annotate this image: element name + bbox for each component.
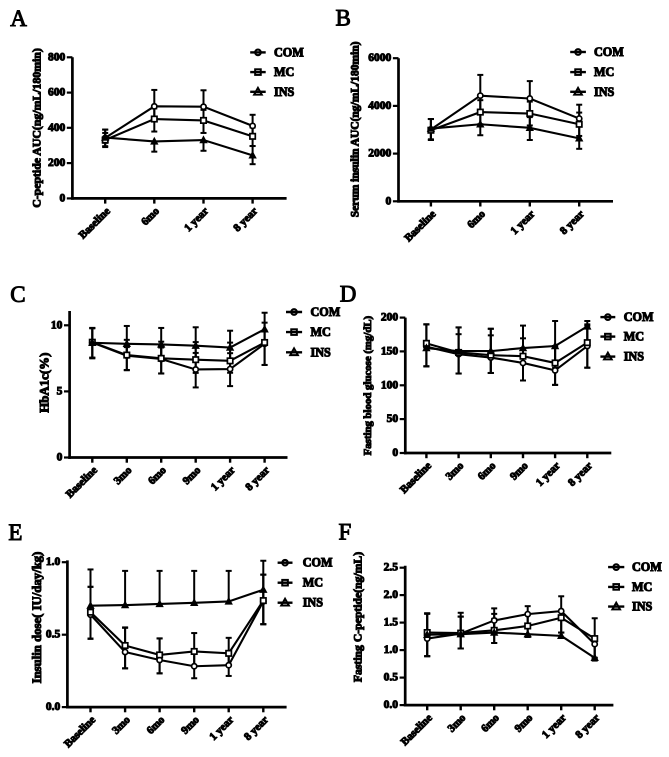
svg-text:3mo: 3mo xyxy=(443,459,466,482)
svg-text:Baseline: Baseline xyxy=(399,712,435,748)
svg-text:Baseline: Baseline xyxy=(402,208,438,244)
svg-text:6000: 6000 xyxy=(368,52,391,64)
svg-text:8 year: 8 year xyxy=(566,460,595,489)
svg-text:9mo: 9mo xyxy=(508,459,531,482)
svg-text:0: 0 xyxy=(59,192,65,204)
svg-text:Fasting C-peptide(ng/mL): Fasting C-peptide(ng/mL) xyxy=(352,552,365,682)
svg-text:E: E xyxy=(8,520,22,545)
svg-text:0.5: 0.5 xyxy=(46,629,61,641)
svg-text:400: 400 xyxy=(48,122,66,134)
svg-text:10: 10 xyxy=(51,319,63,331)
svg-text:MC: MC xyxy=(624,330,644,344)
svg-text:Baseline: Baseline xyxy=(64,464,100,500)
svg-text:1 year: 1 year xyxy=(540,712,569,741)
svg-text:B: B xyxy=(336,6,351,31)
svg-text:F: F xyxy=(339,519,352,544)
svg-text:1 year: 1 year xyxy=(508,208,537,237)
svg-text:6mo: 6mo xyxy=(465,208,488,231)
svg-text:50: 50 xyxy=(387,413,399,425)
svg-text:6mo: 6mo xyxy=(479,712,502,735)
svg-text:1 year: 1 year xyxy=(209,464,238,493)
svg-text:6mo: 6mo xyxy=(476,459,499,482)
svg-text:200: 200 xyxy=(381,312,399,324)
svg-text:COM: COM xyxy=(632,560,662,574)
svg-text:1.5: 1.5 xyxy=(384,617,399,629)
svg-text:9mo: 9mo xyxy=(513,712,536,735)
svg-text:A: A xyxy=(10,6,27,31)
svg-text:2.0: 2.0 xyxy=(384,589,399,601)
svg-text:3mo: 3mo xyxy=(112,464,135,487)
svg-text:1 year: 1 year xyxy=(207,714,236,743)
svg-text:1 year: 1 year xyxy=(182,205,211,234)
svg-text:8 year: 8 year xyxy=(558,208,587,237)
svg-text:9mo: 9mo xyxy=(179,714,202,737)
svg-text:COM: COM xyxy=(594,45,624,59)
svg-text:1.0: 1.0 xyxy=(46,556,61,568)
svg-text:INS: INS xyxy=(303,596,324,610)
svg-text:100: 100 xyxy=(381,379,399,391)
svg-text:COM: COM xyxy=(303,556,333,570)
svg-text:4000: 4000 xyxy=(368,100,391,112)
svg-text:Serum insulin AUC(ng/mL/180min: Serum insulin AUC(ng/mL/180min) xyxy=(349,41,361,217)
svg-text:6mo: 6mo xyxy=(139,205,162,228)
svg-text:6mo: 6mo xyxy=(144,714,167,737)
svg-text:C-peptide AUC(ng/mL/180min): C-peptide AUC(ng/mL/180min) xyxy=(30,48,44,208)
svg-text:COM: COM xyxy=(624,310,654,324)
svg-text:MC: MC xyxy=(632,580,652,594)
svg-text:0.5: 0.5 xyxy=(384,672,399,684)
svg-text:8 year: 8 year xyxy=(573,712,602,741)
svg-text:MC: MC xyxy=(311,325,331,339)
svg-text:Insulin dose( IU/day/kg): Insulin dose( IU/day/kg) xyxy=(30,552,44,684)
svg-text:8 year: 8 year xyxy=(231,205,260,234)
svg-text:COM: COM xyxy=(311,305,341,319)
svg-text:INS: INS xyxy=(311,345,332,359)
svg-text:0.0: 0.0 xyxy=(384,699,399,711)
svg-text:150: 150 xyxy=(381,345,399,357)
svg-text:800: 800 xyxy=(48,51,66,63)
svg-text:0: 0 xyxy=(392,447,398,459)
svg-text:1.0: 1.0 xyxy=(384,644,399,656)
svg-text:MC: MC xyxy=(303,576,323,590)
svg-text:600: 600 xyxy=(48,87,66,99)
svg-text:Fasting blood glucose (mg/dL): Fasting blood glucose (mg/dL) xyxy=(362,315,374,455)
svg-text:0: 0 xyxy=(57,452,63,464)
svg-text:8 year: 8 year xyxy=(242,714,271,743)
svg-text:Baseline: Baseline xyxy=(77,205,113,241)
svg-text:HbA1c(%): HbA1c(%) xyxy=(38,353,52,413)
svg-text:0.0: 0.0 xyxy=(46,701,61,713)
svg-text:COM: COM xyxy=(274,45,304,59)
svg-text:INS: INS xyxy=(594,85,615,99)
svg-text:Baseline: Baseline xyxy=(398,460,434,496)
svg-text:MC: MC xyxy=(594,65,614,79)
svg-text:MC: MC xyxy=(274,65,294,79)
svg-text:INS: INS xyxy=(632,600,653,614)
svg-text:INS: INS xyxy=(624,350,645,364)
svg-text:Baseline: Baseline xyxy=(62,714,98,750)
svg-text:0: 0 xyxy=(386,195,392,207)
svg-text:200: 200 xyxy=(48,157,66,169)
svg-text:INS: INS xyxy=(274,85,295,99)
svg-text:C: C xyxy=(10,282,25,307)
svg-text:5: 5 xyxy=(57,385,63,397)
svg-text:3mo: 3mo xyxy=(446,712,469,735)
svg-text:1 year: 1 year xyxy=(534,460,563,489)
svg-text:9mo: 9mo xyxy=(181,464,204,487)
svg-text:2.5: 2.5 xyxy=(384,562,399,574)
svg-text:6mo: 6mo xyxy=(146,464,169,487)
svg-text:8 year: 8 year xyxy=(243,464,272,493)
svg-text:2000: 2000 xyxy=(368,148,391,160)
svg-text:D: D xyxy=(340,281,357,306)
svg-text:3mo: 3mo xyxy=(110,714,133,737)
